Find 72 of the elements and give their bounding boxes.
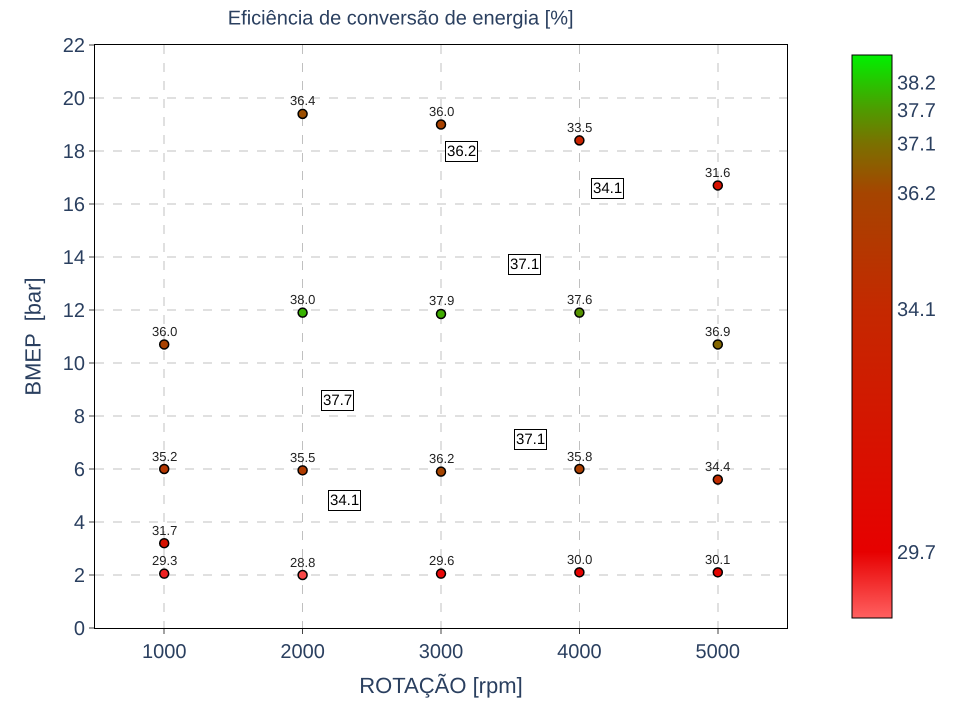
annotation: 33.5: [567, 120, 592, 135]
y-tick-label: 12: [62, 300, 85, 322]
point: [574, 307, 585, 318]
annotation: 34.1: [593, 180, 622, 197]
point: [712, 339, 724, 350]
y-tick-label: 2: [74, 565, 85, 587]
point: [436, 568, 446, 579]
y-tick-label: 20: [62, 88, 85, 110]
annotation: 36.0: [152, 324, 178, 339]
point: [712, 180, 724, 191]
annotation: 31.7: [152, 523, 178, 538]
point: [574, 567, 585, 578]
annotation: 36.2: [447, 143, 476, 160]
point: [712, 474, 724, 485]
y-tick-label: 4: [74, 512, 85, 534]
color-bar-label: 29.7: [897, 542, 936, 564]
chart-title: Eficiência de conversão de energia [%]: [228, 8, 574, 30]
color-bar-label: 38.2: [897, 72, 936, 95]
y-axis-title: BMEP [bar]: [20, 277, 46, 396]
point: [158, 568, 170, 579]
annotation: 35.5: [290, 450, 316, 465]
annotation: 29.6: [429, 553, 454, 568]
point: [712, 567, 724, 578]
annotation: 29.3: [152, 553, 178, 568]
y-tick-label: 6: [74, 459, 85, 481]
point: [436, 119, 446, 130]
color-bar-label: 37.1: [897, 133, 936, 156]
y-tick-label: 0: [74, 618, 85, 640]
x-tick-label: 2000: [280, 641, 325, 663]
annotation: 38.0: [290, 292, 316, 307]
x-tick-label: 4000: [557, 641, 602, 663]
y-tick-label: 18: [62, 141, 85, 163]
annotation: 35.8: [567, 449, 592, 464]
annotation: 36.4: [290, 93, 316, 108]
point: [297, 570, 308, 580]
y-tick-label: 22: [62, 35, 85, 57]
annotation: 30.1: [705, 552, 730, 567]
annotation: 37.7: [323, 392, 352, 409]
x-tick-label: 3000: [418, 641, 464, 663]
annotation: 36.9: [705, 324, 730, 339]
color-bar-label: 34.1: [897, 298, 936, 321]
point: [436, 466, 446, 477]
point: [158, 339, 170, 350]
annotation: 36.0: [429, 104, 454, 119]
y-tick-label: 10: [62, 353, 85, 375]
annotation: 30.0: [567, 552, 592, 567]
annotation: 37.1: [516, 431, 546, 448]
point: [436, 308, 446, 320]
point: [297, 465, 308, 476]
annotation: 36.2: [429, 451, 454, 466]
point: [158, 464, 170, 474]
x-tick-label: 1000: [142, 641, 186, 663]
annotation: 34.1: [330, 492, 360, 509]
annotation: 37.6: [567, 292, 592, 307]
point: [297, 108, 308, 120]
color-bar-label: 37.7: [897, 100, 936, 122]
annotation: 31.6: [705, 165, 730, 180]
annotation: 37.9: [429, 293, 454, 308]
point: [158, 538, 170, 548]
x-tick-label: 5000: [696, 641, 740, 663]
y-tick-label: 16: [62, 194, 85, 216]
annotation: 34.4: [705, 459, 730, 474]
y-tick-label: 14: [62, 247, 85, 269]
annotation: 28.8: [290, 555, 316, 570]
x-axis-title: ROTAÇÃO [rpm]: [359, 672, 523, 698]
point: [297, 307, 308, 318]
point: [574, 464, 585, 474]
point: [574, 135, 585, 146]
annotation: 37.1: [510, 256, 540, 273]
annotation: 35.2: [152, 449, 178, 464]
color-bar-label: 36.2: [897, 182, 936, 205]
y-tick-label: 8: [74, 406, 85, 428]
